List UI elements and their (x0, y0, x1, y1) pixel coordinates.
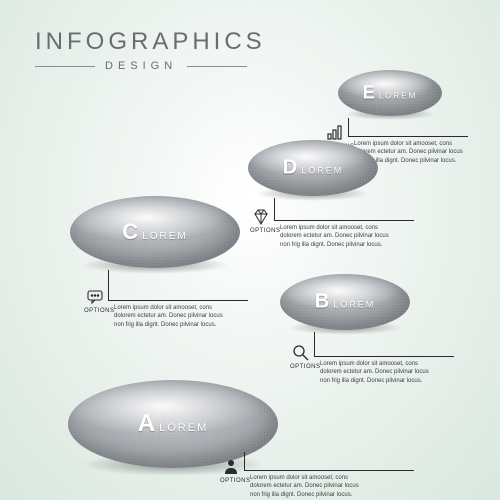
callout-a-options: OPTIONS (220, 478, 251, 484)
stone-d-label: D LOREM (283, 157, 343, 180)
callout-d-desc: Lorem ipsum dolor sit amooset, cons dolo… (280, 224, 410, 249)
stone-e-label: E LOREM (363, 83, 417, 104)
stone-d: D LOREM (248, 140, 378, 196)
page-title: INFOGRAPHICS (35, 28, 266, 56)
stone-e-letter: E (363, 83, 375, 104)
stone-b-label: B LOREM (315, 291, 375, 314)
chat-icon (86, 288, 104, 306)
callout-d-options: OPTIONS (250, 228, 281, 234)
header: INFOGRAPHICS DESIGN (35, 28, 266, 72)
divider-left (35, 66, 95, 67)
stone-e-word: LOREM (379, 92, 417, 101)
stone-a: A LOREM (68, 380, 278, 468)
subtitle-row: DESIGN (35, 60, 266, 72)
callout-c-options: OPTIONS (84, 308, 115, 314)
divider-right (187, 66, 247, 67)
page-subtitle: DESIGN (105, 60, 177, 72)
stone-c-word: LOREM (142, 231, 188, 242)
stone-d-word: LOREM (301, 166, 343, 176)
stone-b-letter: B (315, 291, 329, 314)
callout-c-desc: Lorem ipsum dolor sit amooset, cons dolo… (114, 304, 244, 329)
stone-d-letter: D (283, 157, 297, 180)
stone-b-word: LOREM (333, 300, 375, 310)
stone-c-letter: C (122, 219, 138, 245)
callout-b-desc: Lorem ipsum dolor sit amooset, cons dolo… (320, 360, 450, 385)
callout-a-desc: Lorem ipsum dolor sit amooset, cons dolo… (250, 474, 410, 499)
stone-a-letter: A (138, 410, 155, 438)
diamond-icon (252, 208, 270, 226)
stone-e: E LOREM (338, 70, 442, 116)
person-icon (222, 458, 240, 476)
stone-a-label: A LOREM (138, 410, 208, 438)
stone-c-label: C LOREM (122, 219, 187, 245)
stone-a-word: LOREM (159, 422, 208, 434)
search-icon (292, 344, 310, 362)
callout-b-options: OPTIONS (290, 364, 321, 370)
bar-chart-icon (326, 124, 344, 142)
stone-c: C LOREM (70, 196, 240, 268)
stone-b: B LOREM (280, 274, 410, 330)
